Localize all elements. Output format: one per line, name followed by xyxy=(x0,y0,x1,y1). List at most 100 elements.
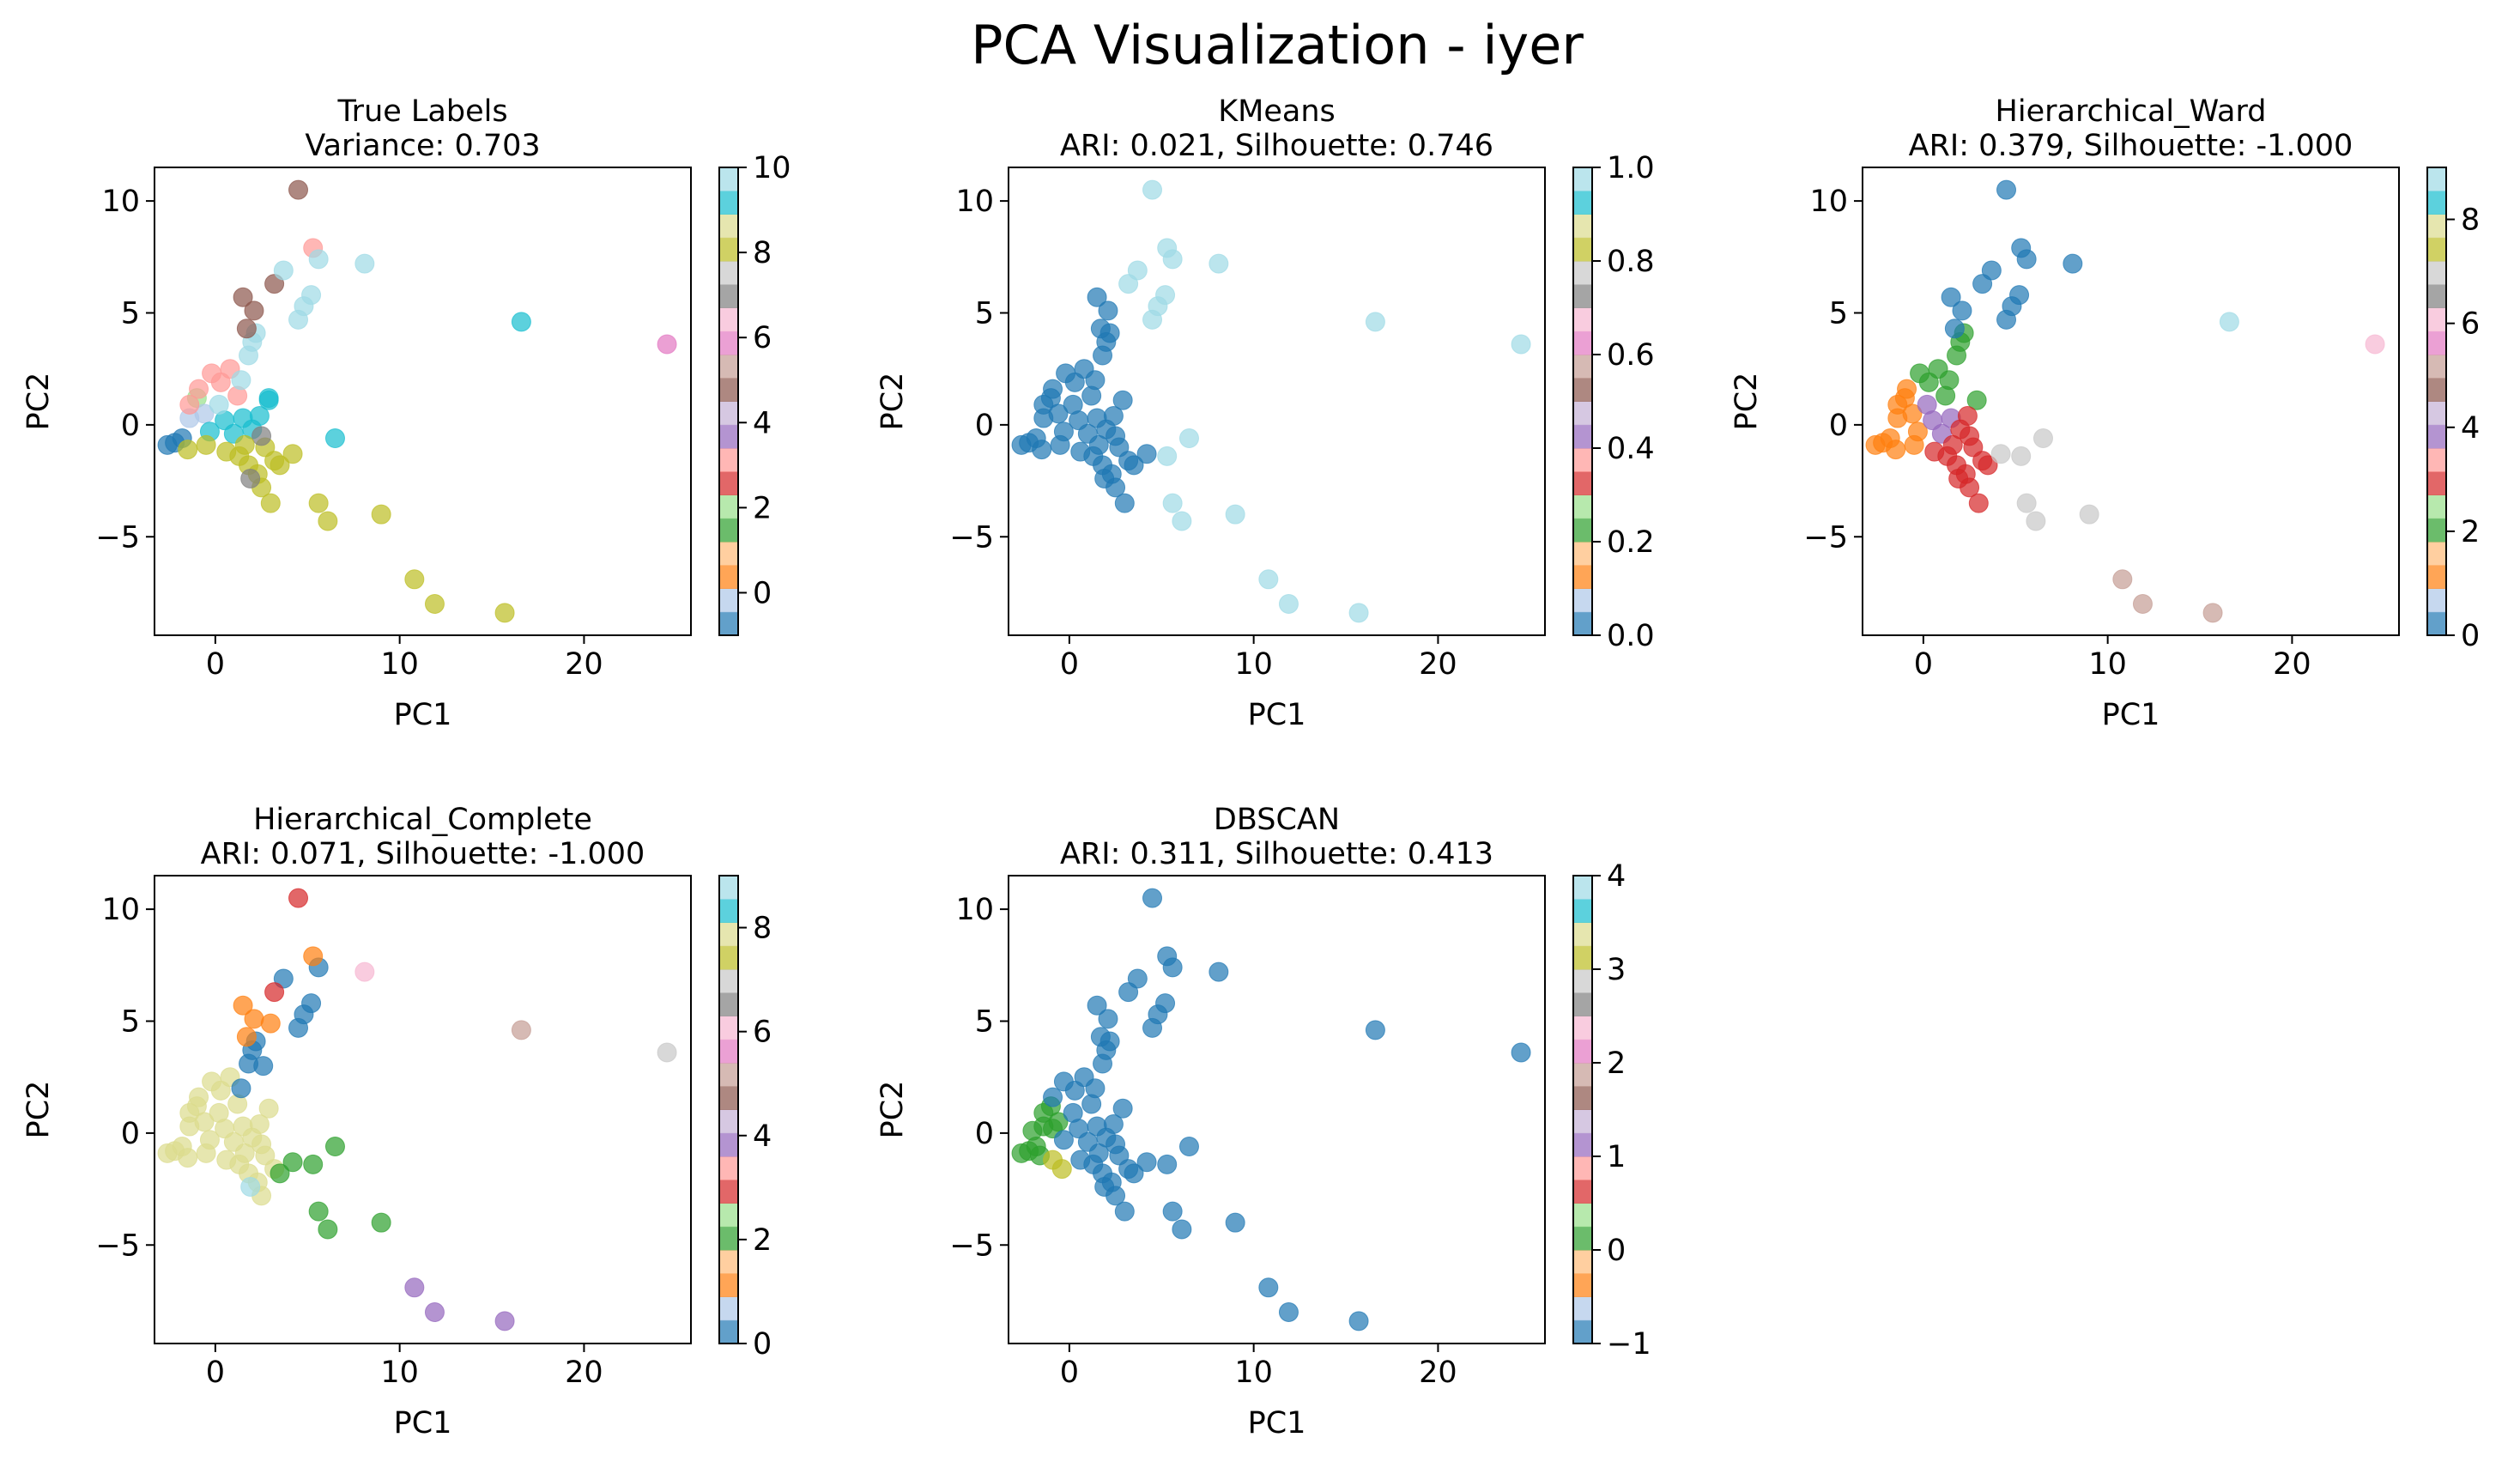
colorbar-tick-label: 0.4 xyxy=(1607,432,1655,466)
colorbar-band xyxy=(719,1180,738,1204)
y-tick-label: −5 xyxy=(1803,520,1848,555)
colorbar-band xyxy=(1573,1319,1592,1344)
colorbar-band xyxy=(2427,284,2446,308)
y-axis-label: PC2 xyxy=(875,373,910,431)
colorbar-band xyxy=(1573,1296,1592,1321)
colorbar-tick-label: 10 xyxy=(753,151,791,185)
axes-frame xyxy=(1008,875,1546,1344)
y-tick-label: −5 xyxy=(95,520,140,555)
colorbar-band xyxy=(2427,471,2446,495)
colorbar-band xyxy=(719,611,738,636)
data-point xyxy=(371,504,391,525)
colorbar-band xyxy=(719,401,738,426)
colorbar-band xyxy=(719,1296,738,1321)
colorbar-tick-label: 4 xyxy=(753,1119,772,1154)
colorbar-band xyxy=(1573,1016,1592,1040)
colorbar-band xyxy=(1573,167,1592,191)
colorbar-band xyxy=(2427,448,2446,472)
data-point xyxy=(1278,1301,1299,1322)
data-point xyxy=(1053,1130,1074,1150)
y-tick-label: 10 xyxy=(101,893,140,927)
colorbar-band xyxy=(719,1273,738,1297)
colorbar-band xyxy=(2427,588,2446,613)
x-tick-label: 10 xyxy=(1234,1356,1273,1390)
panel-title: True Labels xyxy=(336,94,507,129)
y-tick-label: −5 xyxy=(95,1228,140,1263)
y-tick-label: 10 xyxy=(101,185,140,219)
data-point xyxy=(1124,1163,1144,1184)
data-point xyxy=(1022,1120,1043,1141)
colorbar-band xyxy=(1573,969,1592,993)
colorbar-band xyxy=(719,1250,738,1274)
data-point xyxy=(1348,603,1369,623)
x-axis-label: PC1 xyxy=(394,698,452,732)
data-point xyxy=(234,1143,255,1163)
colorbar-tick-label: 0 xyxy=(753,576,772,610)
colorbar-frame xyxy=(718,875,739,1344)
data-point xyxy=(1085,370,1106,391)
y-tick-label: 5 xyxy=(975,296,994,331)
data-point xyxy=(511,312,531,332)
data-point xyxy=(236,318,257,339)
y-tick-label: 5 xyxy=(1829,296,1848,331)
panel-title: Hierarchical_Complete xyxy=(253,803,592,837)
data-point xyxy=(424,1301,445,1322)
data-point xyxy=(233,287,253,307)
colorbar: 0 2 4 6 8 10 xyxy=(718,151,791,636)
data-point xyxy=(2016,493,2037,513)
data-point xyxy=(2016,249,2037,270)
x-tick-label: 20 xyxy=(2273,647,2311,682)
data-point xyxy=(1966,390,1987,410)
axes-frame xyxy=(154,167,692,636)
data-point xyxy=(301,285,322,306)
y-axis-label: PC2 xyxy=(1729,373,1764,431)
data-point xyxy=(1948,468,1969,488)
y-tick-label: 10 xyxy=(955,185,994,219)
data-point xyxy=(1348,1311,1369,1331)
colorbar-band xyxy=(1573,992,1592,1016)
panel-title: DBSCAN xyxy=(1214,803,1340,837)
data-point xyxy=(1511,334,1531,355)
data-point xyxy=(260,493,281,513)
colorbar-band xyxy=(1573,1063,1592,1087)
colorbar-tick-label: 4 xyxy=(1607,859,1626,894)
data-point xyxy=(1952,300,1972,321)
data-point xyxy=(178,1148,198,1168)
y-axis-label: PC2 xyxy=(21,373,56,431)
colorbar-band xyxy=(719,191,738,215)
colorbar-band xyxy=(2427,518,2446,543)
colorbar-band xyxy=(1573,448,1592,472)
data-point xyxy=(1136,444,1157,464)
data-point xyxy=(2009,285,2030,306)
data-points xyxy=(1011,888,1531,1331)
data-point xyxy=(282,444,303,464)
data-point xyxy=(657,334,677,355)
data-point xyxy=(258,1098,279,1119)
data-point xyxy=(1939,370,1960,391)
colorbar-band xyxy=(1573,355,1592,379)
data-point xyxy=(324,1137,345,1157)
data-point xyxy=(2112,569,2133,590)
colorbar-tick-label: 2 xyxy=(2461,515,2480,549)
colorbar-frame xyxy=(2426,167,2447,636)
axes-frame xyxy=(1862,167,2400,636)
data-point xyxy=(1162,493,1183,513)
data-point xyxy=(657,1042,677,1063)
colorbar-band xyxy=(2427,167,2446,191)
data-point xyxy=(324,428,345,449)
colorbar-band xyxy=(719,261,738,285)
data-point xyxy=(1098,1009,1118,1029)
x-tick-label: 10 xyxy=(380,1356,419,1390)
data-point xyxy=(1050,434,1070,455)
colorbar: 0 2 4 6 8 xyxy=(2426,167,2480,653)
data-point xyxy=(244,300,264,321)
data-point xyxy=(2026,511,2046,531)
colorbar-tick-label: 0 xyxy=(2461,619,2480,653)
data-point xyxy=(1887,394,1908,415)
data-point xyxy=(1032,440,1052,460)
data-point xyxy=(1048,403,1069,424)
data-point xyxy=(249,1113,270,1134)
data-point xyxy=(1090,1027,1111,1047)
data-point xyxy=(264,982,285,1003)
